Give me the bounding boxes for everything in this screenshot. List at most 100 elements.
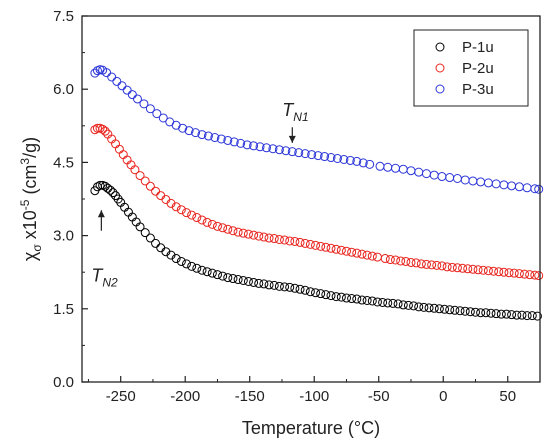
- data-point: [151, 238, 161, 248]
- data-point: [212, 221, 222, 231]
- data-point: [473, 265, 483, 275]
- data-point: [481, 308, 491, 318]
- data-point: [429, 170, 439, 180]
- data-point: [398, 300, 408, 310]
- y-tick-label: 0.0: [53, 374, 74, 391]
- data-point: [483, 178, 493, 188]
- data-point: [336, 245, 346, 255]
- data-point: [522, 183, 532, 193]
- data-point: [365, 159, 375, 169]
- data-point: [171, 254, 181, 264]
- data-point: [494, 267, 504, 277]
- data-point: [118, 150, 128, 160]
- data-point: [207, 219, 217, 229]
- y-tick-label: 7.5: [53, 8, 74, 25]
- data-point: [378, 297, 388, 307]
- data-point: [105, 185, 115, 195]
- data-point: [274, 145, 284, 155]
- data-point: [501, 309, 511, 319]
- data-point: [233, 275, 243, 285]
- data-point: [295, 284, 305, 294]
- data-point: [112, 76, 122, 86]
- data-point: [249, 230, 259, 240]
- data-point: [132, 94, 142, 104]
- data-point: [512, 310, 522, 320]
- data-point: [468, 176, 478, 186]
- data-point: [178, 123, 188, 133]
- data-point: [202, 267, 212, 277]
- data-point: [280, 282, 290, 292]
- x-tick-label: -150: [235, 388, 265, 405]
- data-point: [347, 247, 357, 257]
- data-point: [362, 296, 372, 305]
- data-point: [442, 262, 452, 272]
- data-point: [156, 243, 166, 253]
- data-point: [514, 269, 524, 279]
- data-point: [421, 259, 431, 269]
- data-point: [491, 309, 501, 319]
- data-point: [403, 300, 413, 310]
- data-point: [274, 235, 284, 244]
- data-point: [290, 236, 300, 246]
- annotation-label: TN2: [91, 265, 118, 289]
- data-point: [489, 266, 499, 276]
- y-tick-label: 6.0: [53, 81, 74, 98]
- data-point: [517, 310, 527, 320]
- data-point: [352, 248, 362, 258]
- data-point: [218, 223, 228, 233]
- data-point: [102, 68, 112, 78]
- data-point: [357, 249, 367, 259]
- data-point: [281, 146, 291, 156]
- data-point: [100, 181, 110, 191]
- data-point: [499, 267, 509, 277]
- data-point: [98, 124, 108, 134]
- data-point: [520, 269, 530, 279]
- data-point: [255, 142, 265, 152]
- data-point: [285, 236, 295, 246]
- data-point: [218, 271, 228, 281]
- data-series: [90, 65, 544, 321]
- data-point: [184, 126, 194, 136]
- data-point: [445, 305, 455, 315]
- data-point: [140, 228, 150, 238]
- data-point: [316, 241, 326, 251]
- legend-item: P-3u: [435, 81, 494, 98]
- data-point: [406, 257, 416, 267]
- data-point: [416, 259, 426, 269]
- data-point: [385, 255, 395, 265]
- data-point: [452, 263, 462, 273]
- annotation-label: TN1: [282, 100, 308, 124]
- data-point: [269, 234, 279, 244]
- data-point: [140, 176, 150, 186]
- series-P-1u: [90, 180, 542, 321]
- data-point: [509, 268, 519, 278]
- data-point: [187, 261, 197, 271]
- data-point: [305, 287, 315, 297]
- data-point: [514, 182, 524, 192]
- data-point: [130, 165, 140, 175]
- y-tick-label: 4.5: [53, 154, 74, 171]
- data-point: [300, 149, 310, 159]
- legend-marker: [435, 42, 445, 52]
- data-point: [414, 167, 424, 177]
- x-tick-label: 0: [439, 388, 447, 405]
- data-point: [203, 131, 213, 141]
- data-point: [463, 264, 473, 274]
- data-point: [151, 186, 161, 196]
- data-point: [491, 179, 501, 189]
- data-point: [243, 229, 253, 239]
- data-point: [210, 133, 220, 143]
- x-axis: -250 -200 -150 -100 -50 0 50: [87, 376, 541, 405]
- data-point: [103, 183, 113, 193]
- data-point: [243, 276, 253, 286]
- data-point: [228, 226, 238, 236]
- data-point: [139, 99, 149, 109]
- data-point: [499, 180, 509, 190]
- data-point: [326, 291, 336, 301]
- data-point: [300, 285, 310, 295]
- data-point: [135, 222, 145, 232]
- data-point: [380, 254, 390, 264]
- data-point: [483, 266, 493, 276]
- data-point: [393, 299, 403, 309]
- data-point: [507, 310, 517, 320]
